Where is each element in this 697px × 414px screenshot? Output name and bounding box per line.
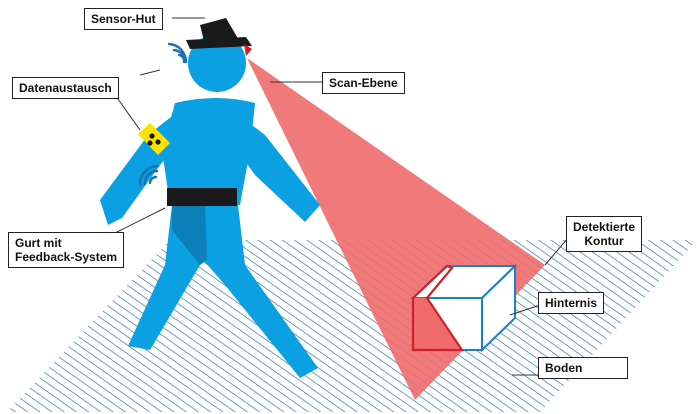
sensor-hat (186, 18, 252, 56)
label-datenaustausch: Datenaustausch (12, 77, 119, 99)
armband (138, 123, 170, 155)
label-hinternis: Hinternis (538, 292, 605, 314)
label-gurt-line2: Feedback-System (15, 250, 118, 264)
person-head (188, 34, 246, 92)
label-boden: Boden (538, 357, 628, 379)
signal-waves-icon (167, 42, 188, 64)
label-gurt: Gurt mit Feedback-System (8, 232, 125, 268)
feedback-belt (167, 188, 237, 206)
hat-sensor-red (244, 44, 252, 56)
label-detektierte-kontur-line1: Detektierte (573, 220, 636, 234)
label-gurt-line1: Gurt mit (15, 236, 62, 250)
person-figure (100, 34, 320, 378)
obstacle-red-shadow (413, 298, 462, 350)
detected-contour-line (411, 264, 465, 352)
signal-waves-icon (138, 164, 160, 187)
label-sensor-hut: Sensor-Hut (84, 8, 163, 30)
leader-lines (112, 17, 569, 376)
label-detektierte-kontur: Detektierte Kontur (566, 216, 643, 252)
leg-shadow (172, 205, 207, 265)
armband-dots-icon (149, 133, 155, 139)
label-detektierte-kontur-line2: Kontur (584, 234, 624, 248)
label-scan-ebene: Scan-Ebene (322, 72, 405, 94)
